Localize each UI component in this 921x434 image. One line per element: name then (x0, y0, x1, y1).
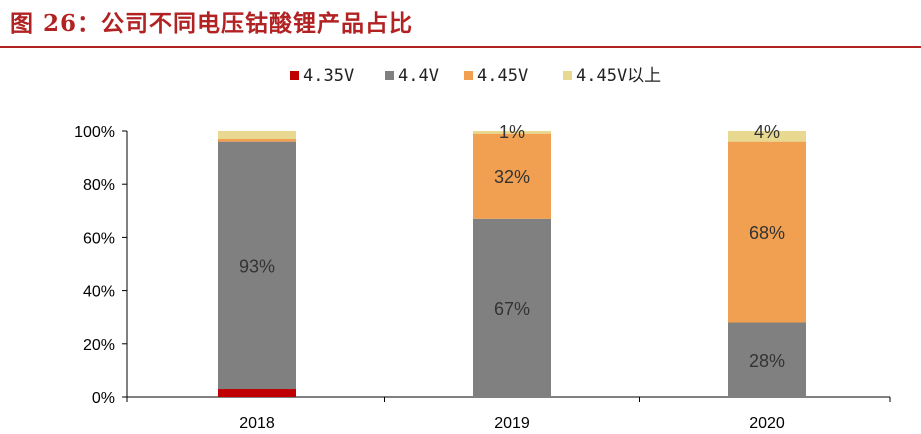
y-tick-label: 80% (83, 177, 115, 194)
data-label: 93% (239, 256, 275, 276)
bar-segment (218, 131, 296, 139)
y-tick-label: 0% (92, 390, 115, 407)
bar-segment (728, 322, 806, 397)
y-tick-label: 20% (83, 337, 115, 354)
legend: 4.35V 4.4V 4.45V 4.45V以上 (290, 66, 661, 86)
x-tick-label: 2018 (239, 415, 275, 432)
bar-segment (473, 218, 551, 397)
y-tick-label: 100% (74, 124, 115, 141)
data-label: 32% (494, 167, 530, 187)
legend-swatch (385, 71, 394, 80)
y-tick-label: 60% (83, 230, 115, 247)
bar-segment (473, 133, 551, 219)
data-label: 4% (754, 122, 780, 142)
legend-swatch (290, 71, 299, 80)
bar-segment (218, 141, 296, 390)
legend-swatch (563, 71, 572, 80)
bar-segment (473, 131, 551, 134)
legend-label: 4.45V (477, 66, 528, 86)
x-tick-label: 2019 (494, 415, 530, 432)
chart-title: 图 26：公司不同电压钴酸锂产品占比 (10, 10, 414, 37)
bars: 93% 67% 32% 1% 28% 68% 4% (218, 122, 806, 397)
legend-swatch (464, 71, 473, 80)
data-label: 67% (494, 299, 530, 319)
legend-label: 4.4V (398, 66, 439, 86)
bar-segment (218, 389, 296, 397)
bar-segment (728, 131, 806, 142)
bar-segment (728, 141, 806, 323)
x-tick-label: 2020 (749, 415, 785, 432)
y-tick-label: 40% (83, 284, 115, 301)
title-divider (0, 46, 921, 48)
legend-label: 4.45V以上 (576, 66, 661, 86)
legend-label: 4.35V (303, 66, 354, 86)
data-label: 1% (499, 122, 525, 142)
bar-segment (218, 138, 296, 142)
data-label: 68% (749, 223, 785, 243)
data-label: 28% (749, 351, 785, 371)
